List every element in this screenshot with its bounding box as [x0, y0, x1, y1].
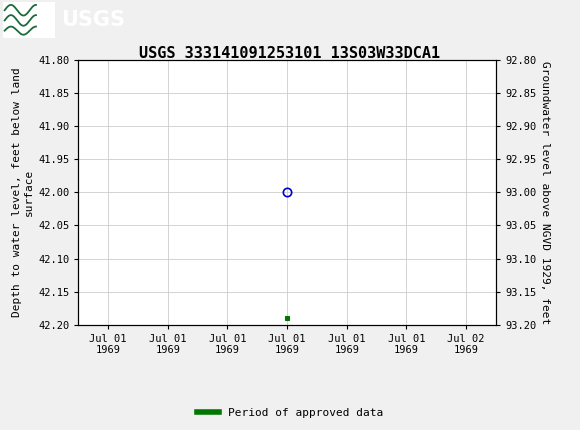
Text: USGS: USGS [61, 10, 125, 31]
Text: USGS 333141091253101 13S03W33DCA1: USGS 333141091253101 13S03W33DCA1 [139, 46, 441, 61]
Bar [3, 3, 55, 38]
Y-axis label: Depth to water level, feet below land
surface: Depth to water level, feet below land su… [12, 68, 34, 317]
Y-axis label: Groundwater level above NGVD 1929, feet: Groundwater level above NGVD 1929, feet [541, 61, 550, 324]
Legend: Period of approved data: Period of approved data [193, 403, 387, 422]
